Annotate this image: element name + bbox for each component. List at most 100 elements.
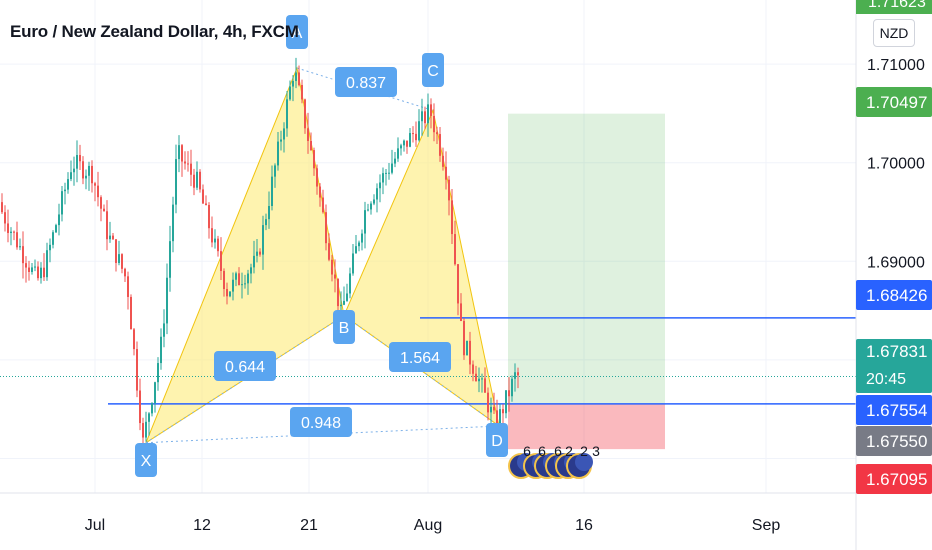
price-tick-label: 1.69000 (867, 254, 925, 271)
point-label-d: D (491, 433, 503, 450)
candle-body (316, 168, 318, 187)
candle-body (202, 189, 204, 204)
candle-body (340, 304, 342, 307)
candle-body (208, 204, 210, 229)
candle-body (184, 161, 186, 164)
candle-body (439, 134, 441, 156)
candle-body (130, 296, 132, 330)
candle-body (136, 349, 138, 391)
candle-body (40, 267, 42, 279)
price-tag (856, 280, 932, 310)
candle-body (445, 166, 447, 180)
candle-body (475, 373, 477, 382)
candle-body (85, 175, 87, 179)
candle-body (454, 234, 456, 265)
currency-button[interactable]: NZD (873, 19, 915, 47)
candle-body (226, 289, 228, 297)
candle-body (175, 159, 177, 205)
ratio-line-xb (145, 315, 345, 444)
candle-body (514, 372, 516, 379)
candle-body (37, 266, 39, 279)
candle-body (388, 172, 390, 174)
price-tick-label: 1.71000 (867, 57, 925, 74)
candle-body (478, 378, 480, 382)
candle-body (241, 284, 243, 286)
candle-body (307, 128, 309, 141)
candle-body (109, 235, 111, 240)
candle-body (337, 278, 339, 307)
event-count: 6 (554, 443, 562, 459)
candle-body (148, 413, 150, 422)
event-count: 2 (580, 443, 588, 459)
candle-body (22, 246, 24, 264)
candle-body (373, 199, 375, 204)
candle-body (43, 267, 45, 278)
candle-body (181, 145, 183, 162)
candle-body (94, 183, 96, 186)
point-badge-b (333, 310, 355, 344)
candle-body (289, 86, 291, 100)
candle-body (322, 197, 324, 213)
candle-body (280, 139, 282, 142)
candle-body (328, 243, 330, 260)
event-count: 2 (565, 443, 573, 459)
candles (1, 57, 519, 453)
candle-body (292, 81, 294, 87)
candle-body (334, 274, 336, 279)
time-tick-label: Aug (414, 517, 442, 534)
candle-body (142, 423, 144, 438)
time-axis[interactable]: Jul 12 21 Aug 16 Sep (85, 517, 781, 534)
candle-body (412, 133, 414, 135)
candle-body (133, 329, 135, 350)
candle-body (277, 141, 279, 166)
candle-body (190, 163, 192, 175)
candle-body (508, 390, 510, 397)
stop-loss-zone[interactable] (508, 403, 665, 450)
price-tag-label: 1.68426 (866, 286, 927, 305)
candle-body (448, 179, 450, 201)
candle-body (187, 163, 189, 165)
candle-body (151, 403, 153, 414)
candle-body (460, 303, 462, 321)
candle-body (370, 203, 372, 210)
price-levels (0, 317, 856, 405)
candle-body (31, 267, 33, 272)
price-tag-top (856, 0, 932, 14)
candle-body (481, 378, 483, 380)
candle-body (97, 185, 99, 198)
candle-body (232, 279, 234, 292)
candle-body (7, 223, 9, 233)
event-count: 6 (538, 443, 546, 459)
candle-body (424, 111, 426, 124)
candle-body (121, 254, 123, 269)
candle-body (55, 225, 57, 233)
candle-body (28, 267, 30, 272)
candle-body (298, 72, 300, 86)
candle-body (484, 378, 486, 393)
candle-body (91, 165, 93, 184)
candle-body (274, 165, 276, 177)
candle-body (376, 188, 378, 200)
candle-body (343, 300, 345, 305)
candle-body (157, 363, 159, 383)
candle-body (379, 182, 381, 189)
candle-body (64, 189, 66, 192)
candle-body (19, 246, 21, 248)
ratio-badge (389, 342, 451, 372)
candle-body (310, 140, 312, 151)
time-tick-label: 21 (300, 517, 318, 534)
candle-body (49, 244, 51, 251)
candle-body (271, 176, 273, 207)
candle-body (457, 264, 459, 304)
candle-body (10, 231, 12, 233)
take-profit-zone[interactable] (508, 113, 665, 404)
point-label-c: C (427, 63, 439, 80)
candle-body (352, 253, 354, 274)
candle-body (253, 255, 255, 268)
candle-body (295, 72, 297, 82)
candle-body (403, 140, 405, 146)
pattern-ratios: 0.837 0.644 1.564 0.948 (214, 67, 451, 437)
time-tick-label: Sep (752, 517, 781, 534)
candle-body (490, 406, 492, 413)
